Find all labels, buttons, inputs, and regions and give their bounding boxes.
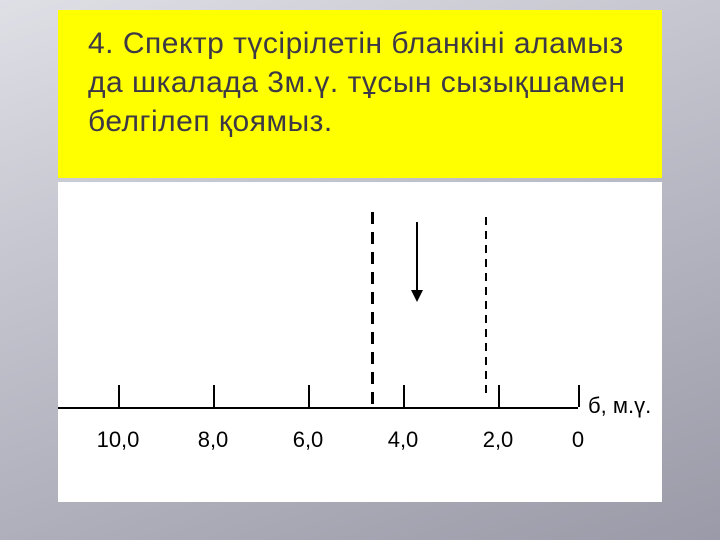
dash-segment [485,343,487,351]
dash-segment [371,352,374,364]
axis-tick [118,385,120,407]
dash-segment [485,231,487,239]
dash-segment [371,252,374,264]
axis-tick-label: 4,0 [388,427,419,453]
dash-segment [485,301,487,309]
axis-tick-label: 2,0 [483,427,514,453]
dash-segment [371,272,374,284]
dash-segment [485,287,487,295]
diagram-area: 10,0 8,0 6,0 4,0 2,0 0 б, м.ү. [58,182,662,502]
axis-baseline [58,407,578,409]
axis-tick-label: 8,0 [198,427,229,453]
axis-tick [578,385,580,407]
axis-tick [498,385,500,407]
dash-segment [371,212,374,224]
arrow-shaft [416,222,418,292]
dash-segment [371,392,374,404]
axis-tick [213,385,215,407]
dash-segment [371,292,374,304]
dash-segment [485,245,487,253]
dash-segment [485,259,487,267]
slide-root: 4. Спектр түсірілетін бланкіні аламыз да… [0,0,720,540]
dash-segment [485,385,487,393]
dash-segment [371,312,374,324]
heading-text: 4. Спектр түсірілетін бланкіні аламыз да… [88,24,638,141]
dash-segment [485,357,487,365]
dash-segment [485,273,487,281]
dash-segment [485,329,487,337]
arrow-head [411,290,423,302]
dash-segment [371,372,374,384]
axis-label: б, м.ү. [588,393,651,419]
dash-segment [371,232,374,244]
axis-tick-label: 10,0 [97,427,140,453]
dash-segment [371,332,374,344]
axis-tick [403,385,405,407]
axis-tick-label: 0 [572,427,584,453]
axis-tick [308,385,310,407]
dash-segment [485,371,487,379]
dash-segment [485,217,487,225]
dash-segment [485,315,487,323]
heading-box: 4. Спектр түсірілетін бланкіні аламыз да… [58,10,662,178]
axis-tick-label: 6,0 [293,427,324,453]
